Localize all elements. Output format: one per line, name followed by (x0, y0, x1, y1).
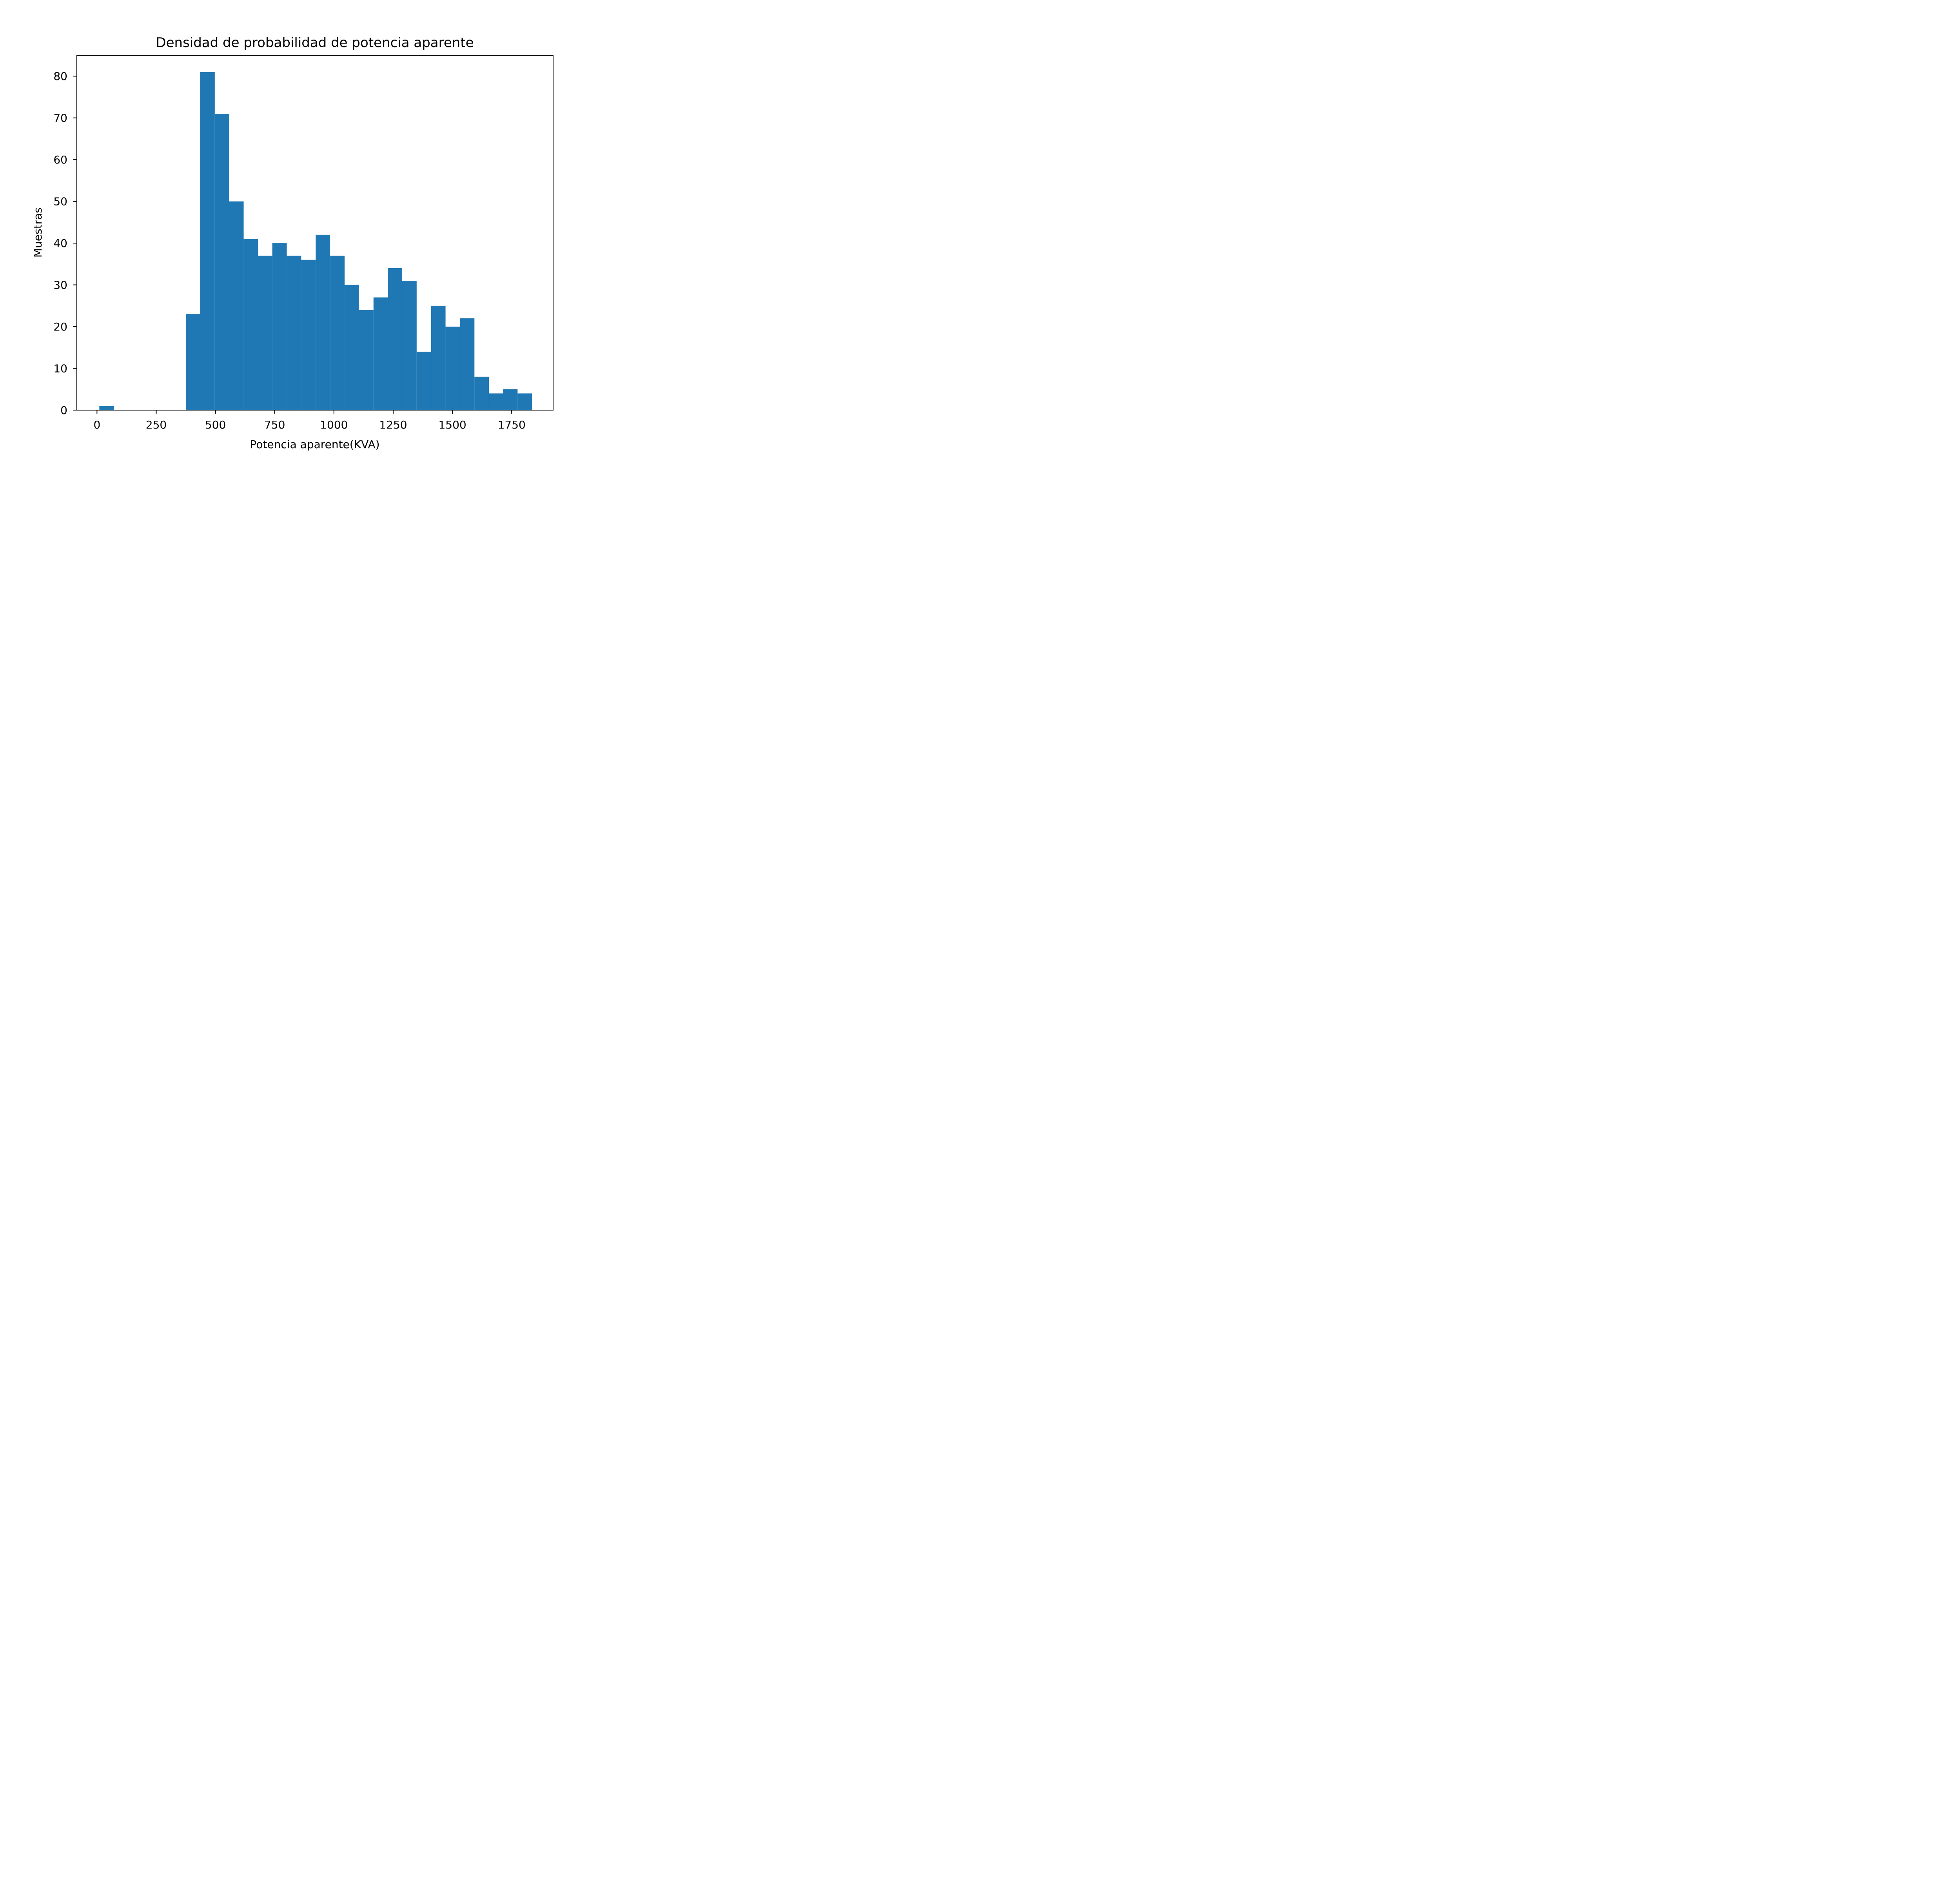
histogram-bar-7 (200, 72, 215, 410)
histogram-bar-26 (474, 376, 489, 410)
chart-title: Densidad de probabilidad de potencia apa… (156, 35, 474, 51)
y-tick-label: 20 (53, 320, 67, 333)
x-tick-label: 750 (264, 418, 285, 431)
x-tick-label: 1750 (498, 418, 526, 431)
y-tick-label: 50 (53, 195, 67, 208)
histogram-bar-16 (330, 256, 345, 410)
bars-group (99, 72, 532, 410)
plot-frame (76, 55, 554, 411)
y-tick-label: 10 (53, 362, 67, 375)
x-axis-label: Potencia aparente(KVA) (250, 438, 379, 451)
histogram-bar-24 (445, 327, 460, 410)
histogram-bar-28 (503, 389, 518, 410)
x-tick-label: 1000 (320, 418, 348, 431)
histogram-chart: Densidad de probabilidad de potencia apa… (0, 0, 606, 455)
histogram-bar-29 (517, 393, 532, 410)
x-tick-label: 500 (205, 418, 226, 431)
histogram-bar-27 (489, 393, 503, 410)
y-tick-label: 70 (53, 112, 67, 125)
histogram-bar-12 (272, 243, 287, 410)
x-axis-ticks: 0 250 500 750 1000 1250 1500 1750 (93, 410, 526, 431)
y-tick-label: 40 (53, 237, 67, 250)
x-tick-label: 1500 (438, 418, 466, 431)
histogram-bar-19 (373, 297, 388, 410)
histogram-bar-17 (345, 285, 359, 410)
histogram-bar-6 (186, 314, 200, 410)
x-tick-label: 1250 (379, 418, 407, 431)
histogram-bar-8 (214, 114, 229, 410)
histogram-bar-11 (258, 256, 272, 410)
histogram-bar-22 (416, 351, 431, 410)
x-tick-label: 0 (93, 418, 100, 431)
y-axis-ticks: 0 10 20 30 40 50 60 70 80 (53, 70, 77, 417)
histogram-bar-15 (316, 234, 330, 410)
histogram-bar-20 (388, 268, 402, 410)
histogram-bar-13 (287, 256, 301, 410)
histogram-bar-0 (99, 406, 114, 410)
histogram-bar-25 (460, 318, 475, 410)
y-tick-label: 30 (53, 279, 67, 292)
y-tick-label: 80 (53, 70, 67, 83)
y-tick-label: 0 (60, 404, 67, 417)
x-tick-label: 250 (146, 418, 167, 431)
y-tick-label: 60 (53, 153, 67, 166)
histogram-bar-18 (359, 310, 374, 410)
histogram-bar-14 (301, 260, 316, 410)
histogram-bar-10 (243, 239, 258, 410)
histogram-bar-9 (229, 201, 244, 410)
y-axis-label: Muestras (31, 207, 44, 258)
histogram-bar-23 (431, 305, 446, 410)
histogram-bar-21 (402, 280, 417, 410)
